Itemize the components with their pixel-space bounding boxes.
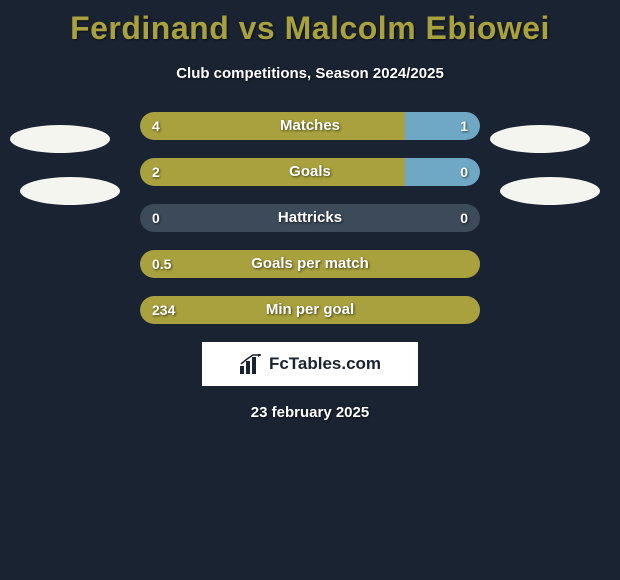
stat-label: Hattricks	[140, 204, 480, 232]
player-marker	[10, 125, 110, 153]
bar-chart-icon	[239, 354, 263, 374]
player-marker	[490, 125, 590, 153]
stat-row: 0.5Goals per match	[0, 250, 620, 278]
player-marker	[500, 177, 600, 205]
stat-row: 00Hattricks	[0, 204, 620, 232]
stat-label: Goals per match	[140, 250, 480, 278]
stat-label: Goals	[140, 158, 480, 186]
date-label: 23 february 2025	[0, 404, 620, 421]
subtitle: Club competitions, Season 2024/2025	[0, 65, 620, 82]
stat-row: 234Min per goal	[0, 296, 620, 324]
page-title: Ferdinand vs Malcolm Ebiowei	[0, 0, 620, 47]
logo-text: FcTables.com	[269, 354, 381, 374]
stat-label: Matches	[140, 112, 480, 140]
stat-label: Min per goal	[140, 296, 480, 324]
player-marker	[20, 177, 120, 205]
logo-box: FcTables.com	[202, 342, 418, 386]
